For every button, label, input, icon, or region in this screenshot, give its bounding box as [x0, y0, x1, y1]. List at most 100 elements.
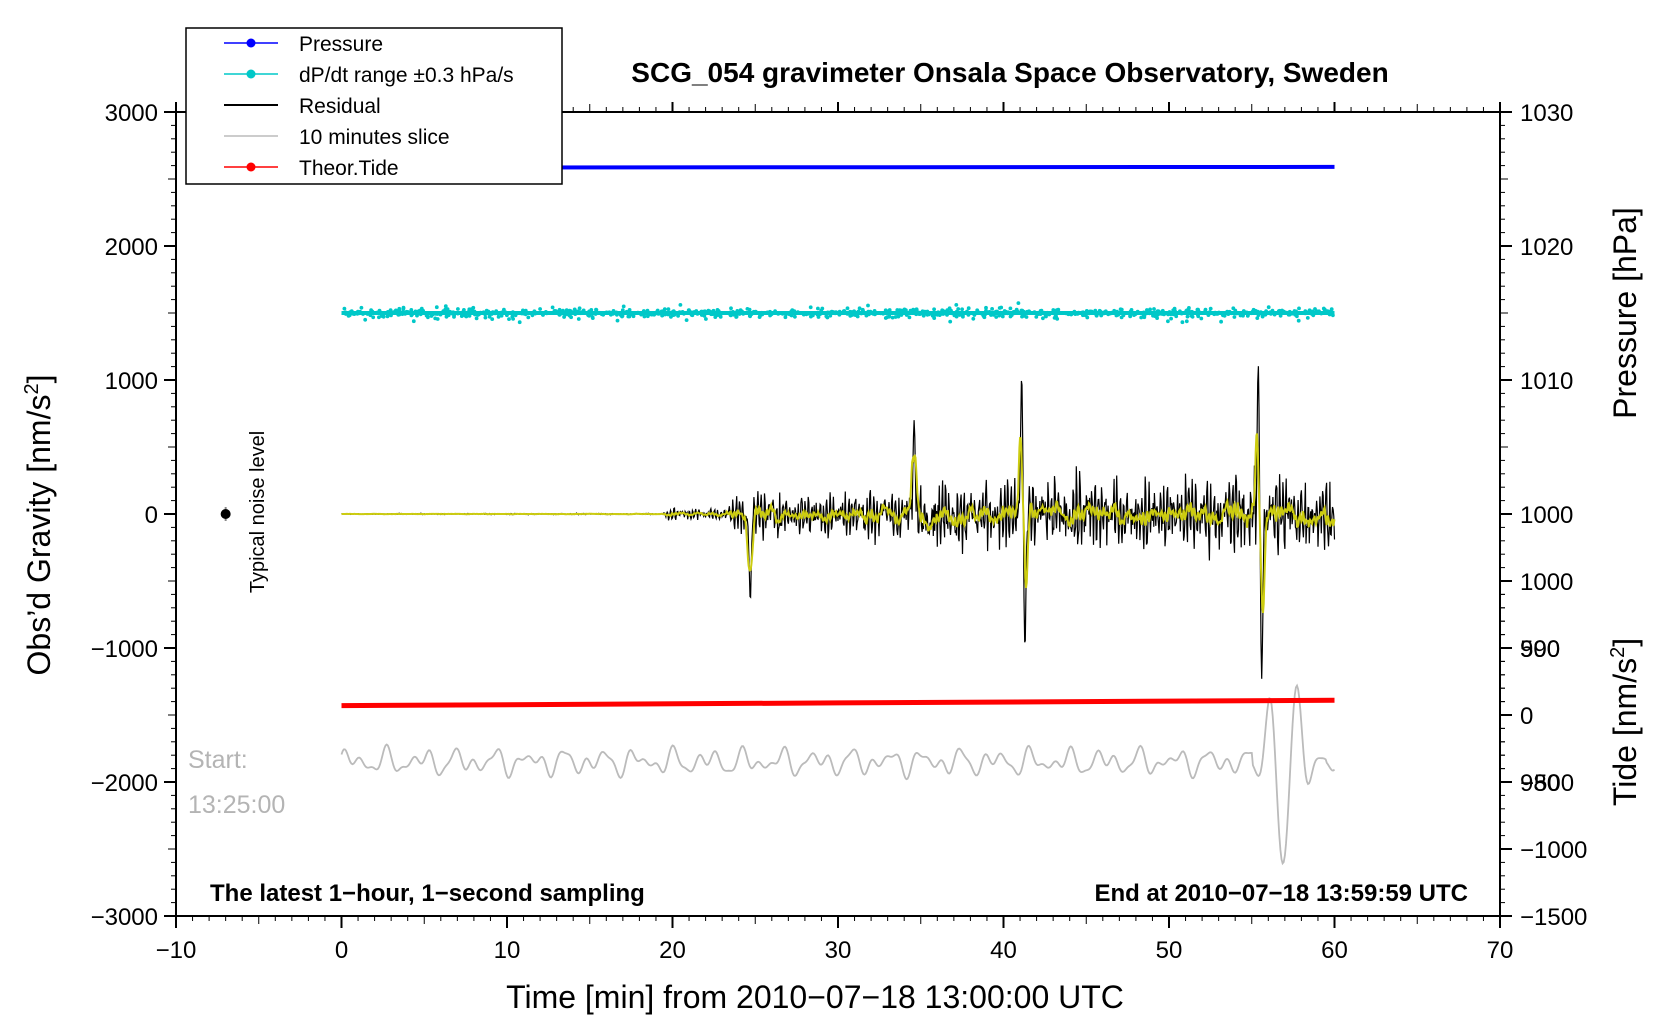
dpdt-dot	[975, 309, 980, 314]
dpdt-dot	[1242, 309, 1247, 314]
dpdt-dot	[645, 308, 650, 313]
dpdt-dot	[1328, 310, 1333, 314]
dpdt-dot	[731, 312, 736, 317]
dpdt-dot	[1313, 307, 1317, 311]
dpdt-dot	[669, 315, 673, 319]
dpdt-dot	[424, 313, 429, 318]
dpdt-dot	[655, 311, 660, 316]
dpdt-dot	[711, 312, 715, 316]
x-tick-label: 40	[990, 937, 1017, 964]
dpdt-dot	[999, 305, 1004, 310]
dpdt-dot	[661, 309, 666, 313]
dpdt-dot	[848, 314, 853, 318]
dpdt-dot	[864, 313, 869, 318]
dpdt-dot	[715, 311, 719, 316]
dpdt-dot	[599, 312, 604, 317]
dpdt-dot	[642, 314, 647, 319]
x-tick-label: 10	[494, 937, 521, 964]
tide-tick-label: 0	[1520, 703, 1533, 730]
dpdt-dot	[470, 308, 474, 312]
dpdt-dot	[1260, 314, 1265, 319]
dpdt-dot	[473, 312, 477, 317]
dpdt-dot	[389, 313, 393, 318]
dpdt-dot	[971, 316, 976, 321]
dpdt-dot	[883, 316, 888, 320]
dpdt-dot	[754, 310, 759, 315]
dpdt-dot	[1310, 312, 1315, 316]
y-tick-label: 3000	[105, 100, 158, 127]
dpdt-dot	[1246, 312, 1250, 317]
dpdt-dot	[921, 312, 926, 317]
dpdt-dot	[735, 309, 740, 313]
dpdt-dot	[984, 308, 988, 313]
pressure-tick-label: 990	[1520, 636, 1560, 663]
dpdt-dot	[1321, 306, 1326, 311]
dpdt-dot	[893, 315, 898, 319]
dpdt-dot	[540, 312, 545, 317]
dpdt-dot	[850, 311, 855, 316]
dpdt-dot	[562, 315, 566, 319]
dpdt-dot	[899, 313, 904, 317]
dpdt-dot	[688, 310, 693, 315]
dpdt-dot	[1331, 313, 1335, 318]
dpdt-dot	[1168, 312, 1173, 317]
dpdt-dot	[1087, 311, 1092, 316]
dpdt-dot	[837, 309, 842, 314]
dpdt-dot	[1101, 310, 1106, 315]
dpdt-dot	[511, 310, 515, 314]
pressure-tick-label: 980	[1520, 770, 1560, 797]
dpdt-dot	[769, 311, 773, 315]
pressure-tick-label: 1010	[1520, 368, 1573, 395]
dpdt-dot	[363, 317, 368, 322]
dpdt-dot	[577, 306, 582, 311]
dpdt-dot	[505, 313, 509, 318]
dpdt-dot	[649, 311, 654, 315]
dpdt-dot	[487, 314, 492, 319]
dpdt-dot	[873, 312, 877, 317]
dpdt-dot	[1093, 311, 1098, 316]
dpdt-dot	[1136, 311, 1141, 315]
dpdt-dot	[1041, 316, 1045, 321]
dpdt-dot	[793, 314, 797, 319]
dpdt-dot	[1016, 301, 1021, 305]
dpdt-dot	[411, 319, 416, 324]
x-tick-label: 50	[1156, 937, 1183, 964]
dpdt-dot	[397, 312, 401, 316]
tide-axis-label-sup: 2	[1607, 647, 1629, 658]
x-tick-label: 60	[1321, 937, 1348, 964]
dpdt-dot	[1024, 315, 1029, 319]
dpdt-dot	[455, 311, 460, 316]
dpdt-dot	[751, 309, 756, 314]
dpdt-dot	[1045, 311, 1050, 316]
dpdt-dot	[531, 310, 536, 315]
dpdt-dot	[1180, 320, 1185, 325]
dpdt-dot	[990, 307, 994, 311]
dpdt-dot	[1119, 307, 1124, 312]
dpdt-dot	[342, 306, 347, 311]
dpdt-dot	[734, 314, 739, 319]
dpdt-dot	[561, 308, 565, 313]
dpdt-dot	[759, 310, 764, 315]
dpdt-dot	[1322, 310, 1326, 314]
dpdt-dot	[924, 310, 929, 315]
dpdt-dot	[1027, 311, 1032, 315]
dpdt-dot	[1053, 313, 1058, 318]
dpdt-dot	[961, 313, 965, 318]
dpdt-dot	[507, 317, 511, 321]
dpdt-dot	[828, 310, 833, 315]
dpdt-dot	[776, 312, 781, 316]
dpdt-dot	[1292, 309, 1297, 313]
dpdt-dot	[594, 308, 599, 312]
dpdt-dot	[344, 312, 348, 316]
dpdt-dot	[1272, 312, 1277, 317]
dpdt-dot	[636, 310, 640, 315]
dpdt-dot	[694, 309, 699, 313]
dpdt-dot	[954, 303, 959, 307]
dpdt-dot	[994, 309, 998, 314]
y-axis-label: Obs’d Gravity [nm/s2]	[21, 375, 57, 676]
noise-point	[220, 509, 231, 519]
dpdt-dot	[1112, 308, 1117, 313]
dpdt-dot	[544, 311, 549, 316]
dpdt-dot	[715, 308, 720, 312]
dpdt-dot	[356, 309, 360, 314]
